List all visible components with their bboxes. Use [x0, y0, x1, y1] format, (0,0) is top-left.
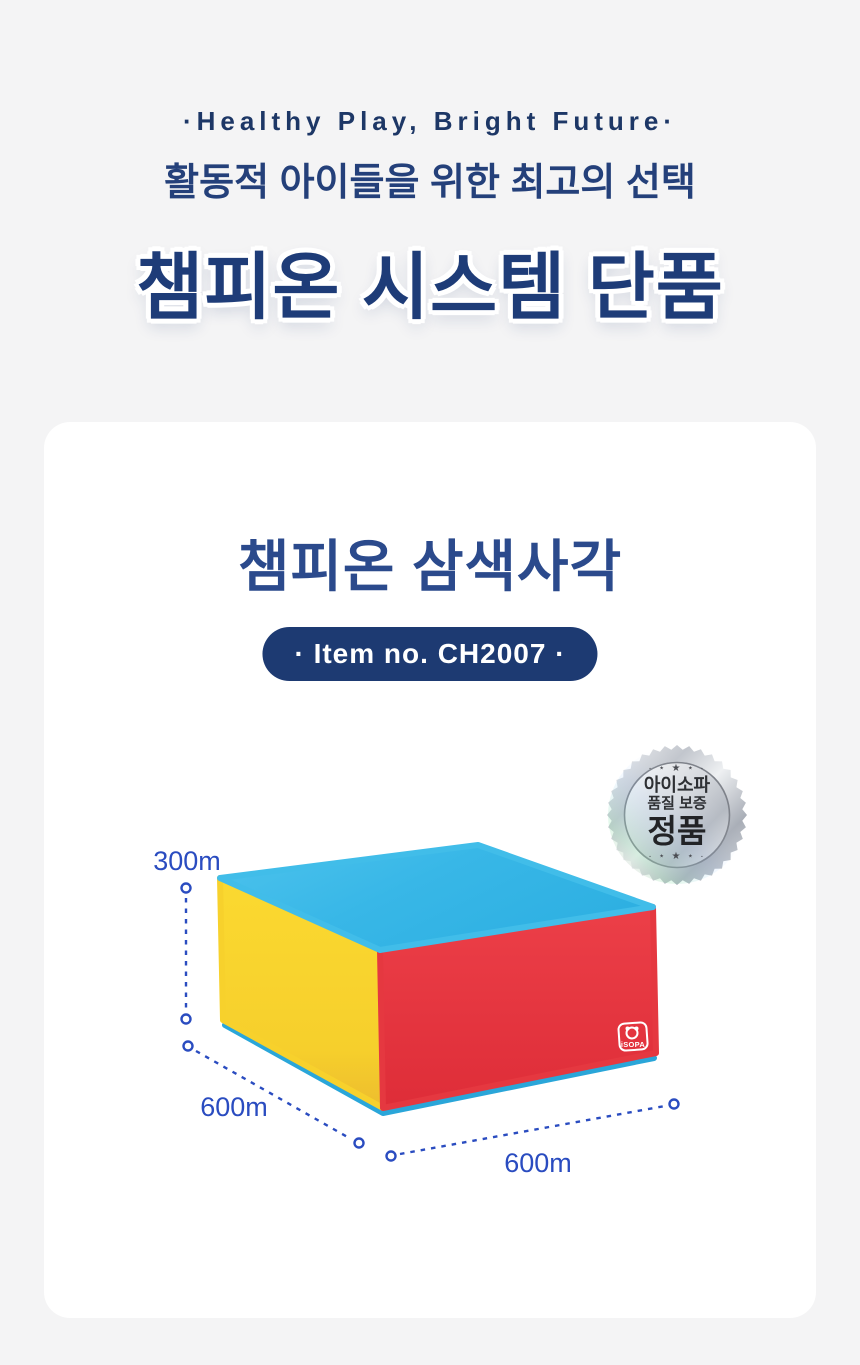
- seal-line3: 정품: [648, 813, 707, 849]
- dimension-height: [180, 882, 192, 1025]
- cube-bottom-edge: [222, 1022, 657, 1116]
- dimension-endpoint: [180, 1013, 192, 1025]
- dimension-endpoint: [180, 882, 192, 894]
- product-card: 챔피온 삼색사각 · Item no. CH2007 ·: [44, 422, 816, 1318]
- product-figure: iSOPA 300m 600m 600m: [153, 842, 680, 1178]
- cube-top-face: [217, 842, 656, 953]
- dimension-endpoint: [182, 1040, 194, 1052]
- quality-seal: · ⋆ ★ ⋆ · 아이소파 품질 보증 정품 · ⋆ ★ ⋆ ·: [607, 745, 747, 885]
- page-title: 챔피온 시스템 단품: [136, 247, 724, 328]
- height-dimension-label: 300m: [153, 846, 221, 876]
- brand-label: iSOPA: [621, 1040, 646, 1049]
- dimension-width: [385, 1098, 680, 1162]
- seal-holo-sheen: [608, 746, 746, 884]
- seal-line2: 품질 보증: [647, 794, 707, 812]
- width-dimension-label: 600m: [504, 1148, 572, 1178]
- seal-stars-bottom: · ⋆ ★ ⋆ ·: [648, 851, 705, 862]
- subtitle: 활동적 아이들을 위한 최고의 선택: [164, 162, 696, 204]
- seal-line1: 아이소파: [644, 775, 711, 795]
- seal-stars-top: · ⋆ ★ ⋆ ·: [648, 763, 705, 774]
- brand-logo: iSOPA: [617, 1021, 649, 1052]
- dimension-depth: [182, 1040, 365, 1149]
- dimension-endpoint: [353, 1137, 365, 1149]
- dimension-endpoint: [385, 1150, 397, 1162]
- dimension-endpoint: [668, 1098, 680, 1110]
- tagline: ·Healthy Play, Bright Future·: [182, 106, 678, 136]
- product-name: 챔피온 삼색사각: [237, 535, 623, 598]
- depth-dimension-label: 600m: [200, 1092, 268, 1122]
- item-number-badge: · Item no. CH2007 ·: [262, 627, 598, 681]
